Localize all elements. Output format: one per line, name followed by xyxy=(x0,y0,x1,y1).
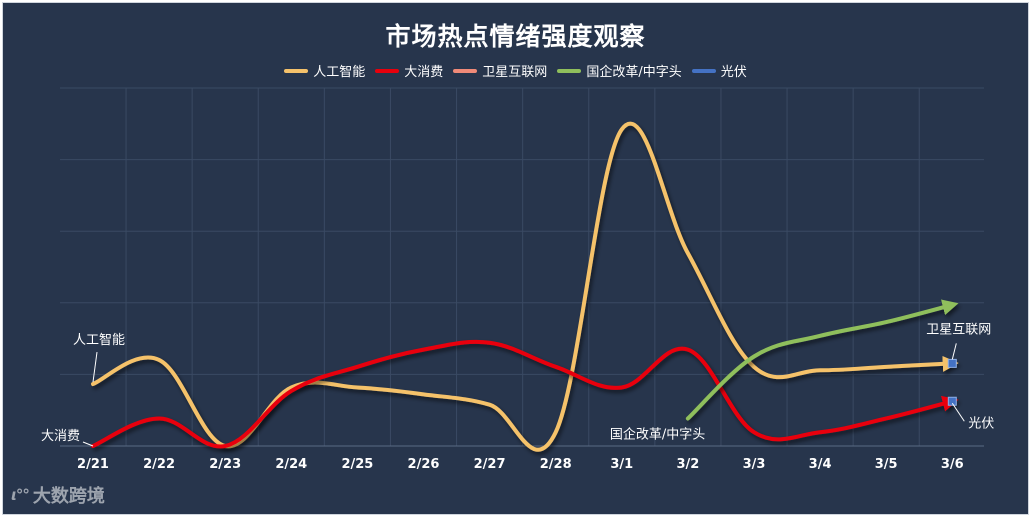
legend-item-2[interactable]: 卫星互联网 xyxy=(453,61,547,80)
line-chart: 2/21 2/22 2/23 2/24 2/25 2/26 2/27 2/28 3/1 3/2 3/… xyxy=(41,87,994,472)
x-tick-label: 2/21 xyxy=(77,457,109,472)
series-3-label: 国企改革/中字头 xyxy=(610,426,705,442)
series-2-label: 卫星互联网 xyxy=(926,322,991,337)
series-4-label-leader xyxy=(951,402,965,422)
legend-swatch xyxy=(691,68,716,73)
series-4-point xyxy=(947,396,957,406)
series-2-label-leader xyxy=(951,343,957,360)
x-tick-label: 3/4 xyxy=(809,457,832,472)
legend-label: 卫星互联网 xyxy=(482,65,548,80)
x-tick-label: 2/26 xyxy=(408,457,440,472)
series-3-line xyxy=(685,299,959,421)
legend-item-1[interactable]: 大消费 xyxy=(375,61,443,80)
chart-legend: 人工智能 大消费 卫星互联网 国企改革/中字头 光伏 xyxy=(3,61,1028,80)
x-tick-label: 3/5 xyxy=(875,457,898,472)
chart-title: 市场热点情绪强度观察 xyxy=(385,22,646,51)
x-tick-label: 3/3 xyxy=(743,457,766,472)
x-tick-label: 2/24 xyxy=(275,457,307,472)
series-1-label: 大消费 xyxy=(41,429,80,444)
watermark: ι°° 大数跨境 xyxy=(11,482,105,508)
legend-item-4[interactable]: 光伏 xyxy=(691,61,747,80)
x-tick-label: 3/6 xyxy=(941,457,964,472)
x-tick-label: 2/28 xyxy=(540,457,572,472)
x-tick-label: 2/23 xyxy=(209,457,241,472)
legend-label: 人工智能 xyxy=(313,65,366,80)
legend-label: 大消费 xyxy=(404,65,444,80)
legend-label: 国企改革/中字头 xyxy=(586,65,682,80)
series-4-label: 光伏 xyxy=(968,416,994,431)
series-0-line xyxy=(91,121,959,452)
legend-swatch xyxy=(453,68,478,73)
legend-swatch xyxy=(284,68,309,73)
x-tick-label: 2/22 xyxy=(143,457,175,472)
x-tick-label: 2/25 xyxy=(341,457,373,472)
legend-swatch xyxy=(557,68,582,73)
watermark-text: 大数跨境 xyxy=(32,486,105,507)
x-tick-label: 2/27 xyxy=(474,457,506,472)
series-1-label-leader xyxy=(82,441,94,447)
series-0-label-leader xyxy=(92,351,98,383)
legend-item-0[interactable]: 人工智能 xyxy=(284,61,365,80)
x-tick-label: 3/1 xyxy=(610,457,633,472)
legend-label: 光伏 xyxy=(720,65,747,80)
watermark-logo-icon: ι°° xyxy=(11,486,30,504)
series-2-point xyxy=(947,358,957,368)
series-1-line xyxy=(91,339,959,449)
x-tick-label: 3/2 xyxy=(676,457,699,472)
legend-item-3[interactable]: 国企改革/中字头 xyxy=(557,61,682,80)
legend-swatch xyxy=(375,68,400,73)
series-0-label: 人工智能 xyxy=(73,333,125,348)
